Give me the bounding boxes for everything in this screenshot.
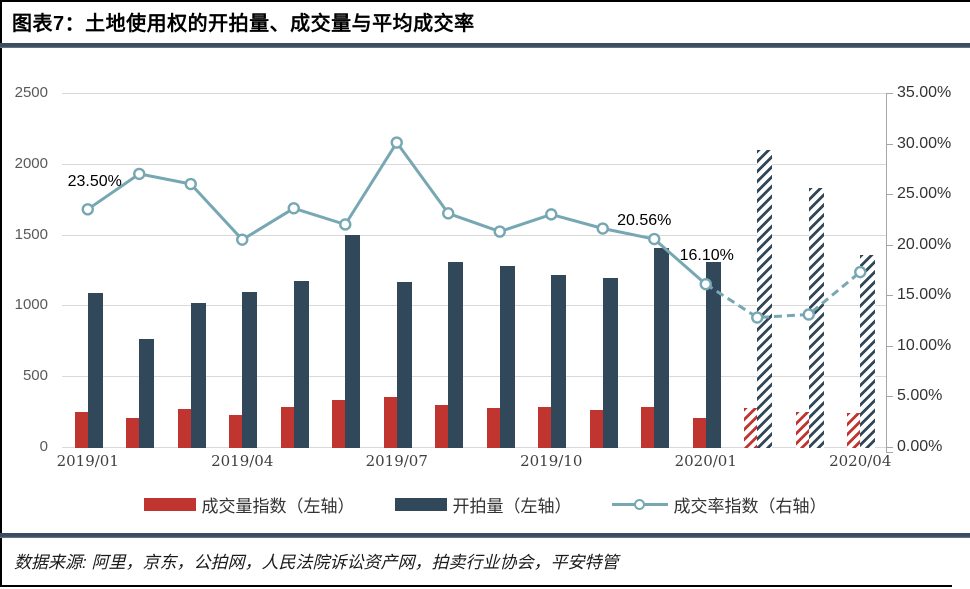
auction-bar xyxy=(293,281,309,448)
volume-bar xyxy=(435,404,449,448)
auction-bar-forecast xyxy=(808,187,824,448)
chart-title: 图表7：土地使用权的开拍量、成交量与平均成交率 xyxy=(12,13,475,35)
volume-bar-forecast xyxy=(744,408,758,448)
gridline xyxy=(62,447,886,448)
volume-bar-forecast xyxy=(795,411,809,448)
volume-bar xyxy=(229,415,243,448)
right-axis-label: 25.00% xyxy=(897,185,952,203)
line-marker xyxy=(81,203,94,216)
rate-annotation: 23.50% xyxy=(67,173,122,191)
right-axis-tick xyxy=(886,295,893,297)
volume-bar xyxy=(126,417,140,448)
volume-bar xyxy=(177,408,191,448)
legend-bar-swatch xyxy=(143,498,196,511)
x-axis-label: 2020/04 xyxy=(829,452,892,470)
legend-item: 成交量指数（左轴） xyxy=(143,492,355,517)
volume-bar xyxy=(332,400,346,448)
right-axis-label: 0.00% xyxy=(897,438,943,455)
line-marker xyxy=(236,233,249,246)
right-axis-label: 20.00% xyxy=(897,235,952,253)
x-axis-label: 2019/04 xyxy=(211,452,274,470)
rate-line-dashed-forecast xyxy=(704,270,862,320)
auction-bar xyxy=(602,277,618,448)
right-axis-tick xyxy=(886,452,893,453)
auction-bar xyxy=(139,338,155,448)
footer-divider xyxy=(0,533,970,538)
volume-bar xyxy=(486,408,500,448)
volume-bar xyxy=(383,397,397,448)
title-divider xyxy=(0,43,970,48)
legend-item: 开拍量（左轴） xyxy=(394,492,572,517)
legend-label: 成交量指数（左轴） xyxy=(201,497,355,516)
x-axis-label: 2019/07 xyxy=(365,452,428,470)
left-axis-label: 500 xyxy=(22,367,48,385)
volume-bar xyxy=(589,410,603,448)
right-axis-tick xyxy=(886,143,893,145)
legend-label: 成交率指数（右轴） xyxy=(673,497,827,516)
right-axis-tick xyxy=(886,345,893,347)
rate-annotation: 16.10% xyxy=(679,247,734,265)
right-axis-label: 30.00% xyxy=(897,134,952,152)
auction-bar xyxy=(242,291,258,448)
auction-bar xyxy=(190,303,206,448)
rate-annotation: 20.56% xyxy=(617,212,672,230)
auction-bar xyxy=(396,282,412,448)
line-marker xyxy=(287,202,300,215)
left-axis-label: 2000 xyxy=(14,154,48,172)
gridline xyxy=(62,305,886,307)
legend-line-swatch xyxy=(611,498,668,512)
line-marker xyxy=(442,207,455,220)
auction-bar xyxy=(499,265,515,448)
legend-item: 成交率指数（右轴） xyxy=(611,492,827,517)
right-axis-tick xyxy=(886,244,893,246)
left-axis-label: 2500 xyxy=(14,84,48,101)
chart-legend: 成交量指数（左轴） 开拍量（左轴） 成交率指数（右轴） xyxy=(0,492,970,517)
left-axis-label: 1000 xyxy=(14,296,48,314)
panel-border-bottom xyxy=(0,585,952,587)
auction-bar-forecast xyxy=(757,149,773,448)
auction-bar-forecast xyxy=(860,255,876,448)
x-axis-label: 2020/01 xyxy=(674,452,737,470)
line-marker xyxy=(184,177,197,191)
auction-bar xyxy=(87,292,103,448)
volume-bar-forecast xyxy=(847,413,861,448)
right-axis-label: 15.00% xyxy=(897,286,952,304)
legend-marker-icon xyxy=(633,499,645,510)
right-axis-label: 5.00% xyxy=(897,387,943,405)
line-marker xyxy=(390,136,403,149)
gridline xyxy=(62,93,886,94)
right-axis-label: 10.00% xyxy=(897,336,952,354)
right-axis-tick xyxy=(886,447,893,448)
right-axis-line xyxy=(886,93,887,453)
auction-bar xyxy=(448,262,464,448)
legend-label: 开拍量（左轴） xyxy=(452,497,572,516)
legend-bar-swatch xyxy=(394,498,447,511)
left-axis-label: 1500 xyxy=(14,225,48,243)
volume-bar xyxy=(692,417,706,448)
line-marker xyxy=(545,208,558,221)
auction-bar xyxy=(551,274,567,448)
right-axis-label: 35.00% xyxy=(897,84,952,101)
right-axis-tick xyxy=(886,194,893,196)
panel-border-left xyxy=(0,0,2,587)
line-marker xyxy=(339,218,352,231)
gridline xyxy=(62,376,886,378)
volume-bar xyxy=(280,406,294,448)
auction-bar xyxy=(345,234,361,448)
auction-bar xyxy=(654,248,670,448)
data-source: 数据来源: 阿里，京东，公拍网，人民法院诉讼资产网，拍卖行业协会，平安特管 xyxy=(14,553,619,572)
right-axis-tick xyxy=(886,93,893,94)
right-axis-tick xyxy=(886,396,893,398)
volume-bar xyxy=(74,411,88,448)
x-axis-label: 2019/01 xyxy=(56,452,119,470)
auction-bar xyxy=(705,262,721,448)
x-axis-label: 2019/10 xyxy=(520,452,583,470)
volume-bar xyxy=(641,407,655,448)
left-axis-label: 0 xyxy=(39,438,48,455)
panel-border-top xyxy=(0,0,970,2)
volume-bar xyxy=(538,407,552,448)
